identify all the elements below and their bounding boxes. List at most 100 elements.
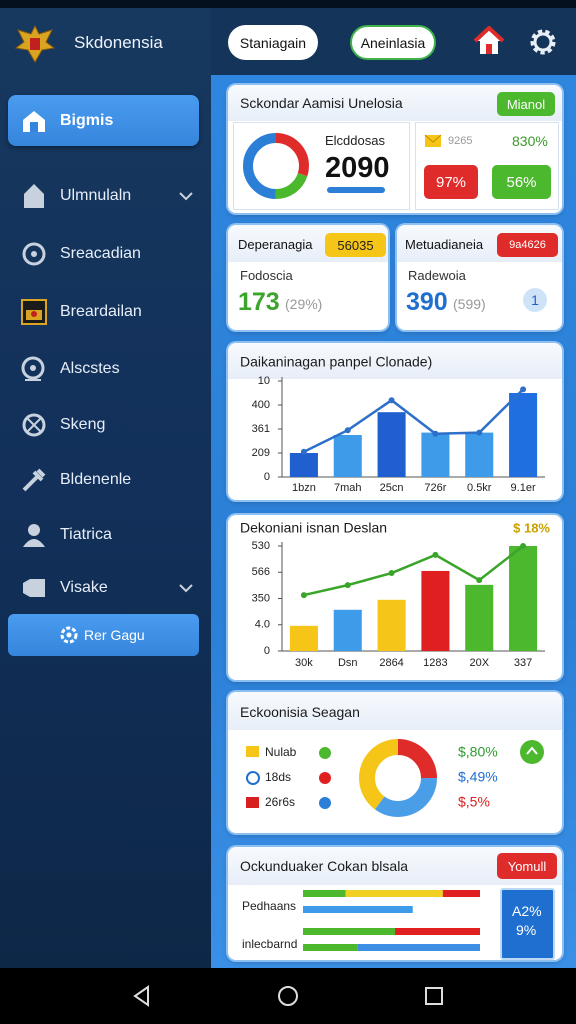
chevron[interactable] bbox=[178, 582, 194, 594]
sidebar bbox=[0, 8, 211, 968]
nav-label[interactable]: Visake bbox=[60, 579, 108, 596]
donut-segment bbox=[243, 133, 309, 199]
trend-point bbox=[344, 582, 351, 589]
progress-segment bbox=[303, 890, 346, 897]
badge: 56035 bbox=[325, 233, 386, 257]
panel bbox=[415, 122, 559, 210]
summary-card: Sckondar Aamisi Unelosia Mianol Elcddosa… bbox=[228, 85, 562, 213]
y-tick-label: 10 bbox=[258, 375, 270, 387]
home-button[interactable] bbox=[276, 984, 300, 1008]
button-label[interactable]: Rer Gagu bbox=[84, 627, 145, 643]
progress-segment bbox=[303, 944, 358, 951]
icon bbox=[21, 299, 47, 325]
x-tick-label: 337 bbox=[514, 657, 532, 669]
y-tick-label: 0 bbox=[264, 645, 270, 657]
card-title: Deperanagia bbox=[238, 237, 313, 252]
nav-label[interactable]: Ulmnulaln bbox=[60, 187, 132, 204]
icon bbox=[246, 771, 260, 785]
bar bbox=[333, 609, 362, 651]
nav-label[interactable]: Sreacadian bbox=[60, 245, 141, 262]
x-tick-label: 30k bbox=[295, 657, 313, 669]
icon bbox=[246, 746, 259, 757]
stat-card: Metuadianeia 9a4626 Radewoia 390 (599) 1 bbox=[397, 225, 562, 330]
status-bar bbox=[0, 0, 576, 8]
legend-dot bbox=[319, 747, 331, 759]
icon bbox=[22, 413, 46, 437]
trend-point bbox=[388, 397, 395, 404]
legend-label: Nulab bbox=[265, 745, 297, 759]
action-icon[interactable] bbox=[520, 740, 544, 764]
recents-button[interactable] bbox=[422, 984, 446, 1008]
icon bbox=[22, 242, 46, 266]
x-tick-label: 25cn bbox=[380, 482, 404, 494]
icon bbox=[246, 797, 259, 808]
trend-line bbox=[303, 388, 524, 453]
stat-label: 9265 bbox=[448, 135, 473, 147]
row-label: inlecbarnd bbox=[242, 937, 297, 951]
bar bbox=[289, 625, 318, 651]
trend-point bbox=[432, 551, 439, 558]
bar bbox=[289, 453, 318, 477]
progress-card: Ockunduaker Cokan blsala Yomull Pedhaans… bbox=[228, 847, 562, 960]
stat-button[interactable]: 97% bbox=[424, 165, 478, 199]
logo bbox=[14, 24, 56, 63]
settings-icon[interactable] bbox=[528, 27, 558, 57]
legend-dot bbox=[319, 772, 331, 784]
x-tick-label: 7mah bbox=[334, 482, 362, 494]
trend-point bbox=[476, 429, 483, 436]
trend-point bbox=[520, 543, 527, 549]
nav-label[interactable]: Skeng bbox=[60, 416, 106, 433]
home-icon[interactable] bbox=[474, 26, 504, 56]
nav-label[interactable]: Breardailan bbox=[60, 303, 142, 320]
bar bbox=[333, 435, 362, 477]
card-label: Radewoia bbox=[408, 268, 466, 283]
nav-label[interactable]: Bigmis bbox=[60, 112, 114, 129]
sidebar-button[interactable] bbox=[8, 614, 199, 656]
y-tick-label: 350 bbox=[252, 592, 270, 604]
y-tick-label: 361 bbox=[252, 423, 270, 435]
top-button[interactable]: Staniagain bbox=[228, 25, 318, 60]
chart: Daikaninagan panpel Clonade) 0 209 361 400 10… bbox=[240, 354, 545, 494]
chevron[interactable] bbox=[178, 190, 194, 202]
bar bbox=[377, 599, 406, 651]
icon bbox=[23, 524, 45, 547]
trend-point bbox=[476, 577, 483, 584]
metric-value: 2090 bbox=[325, 152, 390, 184]
count-badge: 1 bbox=[523, 288, 547, 312]
x-tick-label: Dsn bbox=[338, 657, 358, 669]
action-icon[interactable] bbox=[526, 746, 538, 755]
brand: Skdonensia bbox=[74, 33, 163, 52]
panel bbox=[233, 122, 410, 210]
legend-value: $,5% bbox=[458, 794, 490, 810]
chart-card: Daikaninagan panpel Clonade) 0 209 361 400 10… bbox=[228, 343, 562, 500]
legend-dot bbox=[319, 797, 331, 809]
back-button[interactable] bbox=[130, 984, 154, 1008]
legend-label: 18ds bbox=[265, 770, 291, 784]
icon bbox=[23, 579, 45, 597]
row-label: Pedhaans bbox=[242, 899, 296, 913]
stat-button[interactable]: 56% bbox=[492, 165, 551, 199]
trend-point bbox=[344, 427, 351, 434]
icon bbox=[21, 356, 45, 381]
trend-point bbox=[388, 570, 395, 577]
card-header bbox=[228, 692, 562, 730]
progress-segment bbox=[303, 906, 413, 913]
top-button[interactable]: Aneinlasia bbox=[350, 25, 436, 60]
card-title: Metuadianeia bbox=[405, 237, 484, 252]
card-title: Eckoonisia Seagan bbox=[240, 704, 360, 720]
y-tick-label: 566 bbox=[252, 566, 270, 578]
x-tick-label: 726r bbox=[424, 482, 446, 494]
nav-label[interactable]: Tiatrica bbox=[60, 526, 112, 543]
donut-chart bbox=[243, 133, 309, 199]
bar bbox=[465, 432, 494, 477]
box-value: 9% bbox=[516, 922, 537, 938]
card-title: Ockunduaker Cokan blsala bbox=[240, 858, 409, 874]
stat-card: Deperanagia 56035 Fodoscia 173 (29%) bbox=[228, 225, 388, 330]
nav-label[interactable]: Alscstes bbox=[60, 360, 120, 377]
icon bbox=[60, 626, 78, 644]
nav-label[interactable]: Bldenenle bbox=[60, 471, 132, 488]
y-tick-label: 0 bbox=[264, 471, 270, 483]
icon bbox=[424, 134, 442, 147]
bar bbox=[421, 432, 450, 477]
